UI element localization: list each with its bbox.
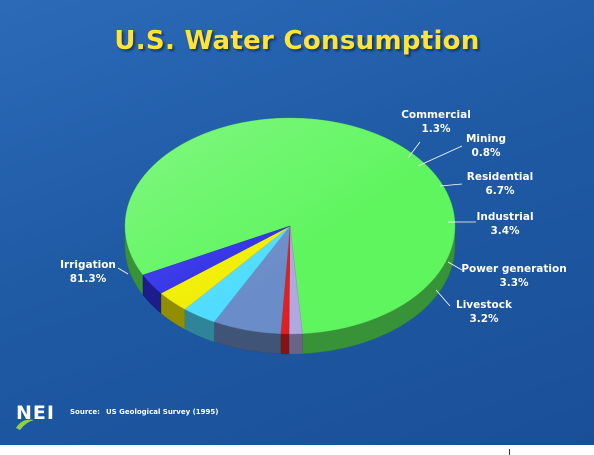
slice-label-mining: Mining xyxy=(466,133,506,145)
leader-line-residential xyxy=(439,183,463,187)
source-text: US Geological Survey (1995) xyxy=(105,408,219,416)
pie-labels: Irrigation 81.3% Commercial 1.3% Mining 0.8% R… xyxy=(60,109,567,325)
leader-line-commercial xyxy=(407,141,421,159)
slice-value-industrial: 3.4% xyxy=(490,225,520,237)
slice-label-livestock: Livestock xyxy=(456,299,513,311)
bottom-tick-mark xyxy=(509,449,510,455)
slice-label-industrial: Industrial xyxy=(476,211,533,223)
slice-value-commercial: 1.3% xyxy=(421,123,451,135)
chart-title: U.S. Water Consumption xyxy=(114,26,480,56)
pie-chart: Irrigation 81.3% Commercial 1.3% Mining 0.8% R… xyxy=(60,109,567,355)
nei-logo: NEI xyxy=(16,402,55,424)
leader-line-mining xyxy=(417,145,463,167)
slice-label-power-generation: Power generation xyxy=(461,263,566,275)
leader-line-livestock xyxy=(435,289,451,307)
pie-slices xyxy=(124,117,456,335)
slice-value-residential: 6.7% xyxy=(485,185,515,197)
leader-line-irrigation xyxy=(117,267,129,275)
source-note: Source: US Geological Survey (1995) xyxy=(70,408,218,416)
slice-label-commercial: Commercial xyxy=(401,109,471,121)
pie-sides xyxy=(124,225,456,355)
pie-highlight xyxy=(125,118,455,334)
slide: U.S. Water Consumption Irrigation 81.3% Co… xyxy=(0,0,594,445)
leader-line-power-generation xyxy=(447,261,463,271)
logo-swoosh-icon xyxy=(16,419,34,430)
slice-value-irrigation: 81.3% xyxy=(70,273,107,285)
slice-value-mining: 0.8% xyxy=(471,147,501,159)
slice-value-livestock: 3.2% xyxy=(469,313,499,325)
pie-side-commercial xyxy=(288,333,303,355)
slice-label-residential: Residential xyxy=(467,171,533,183)
slice-value-power-generation: 3.3% xyxy=(499,277,529,289)
slice-label-irrigation: Irrigation xyxy=(60,259,116,271)
source-prefix: Source: xyxy=(70,408,100,416)
pie-side-mining xyxy=(280,333,290,355)
